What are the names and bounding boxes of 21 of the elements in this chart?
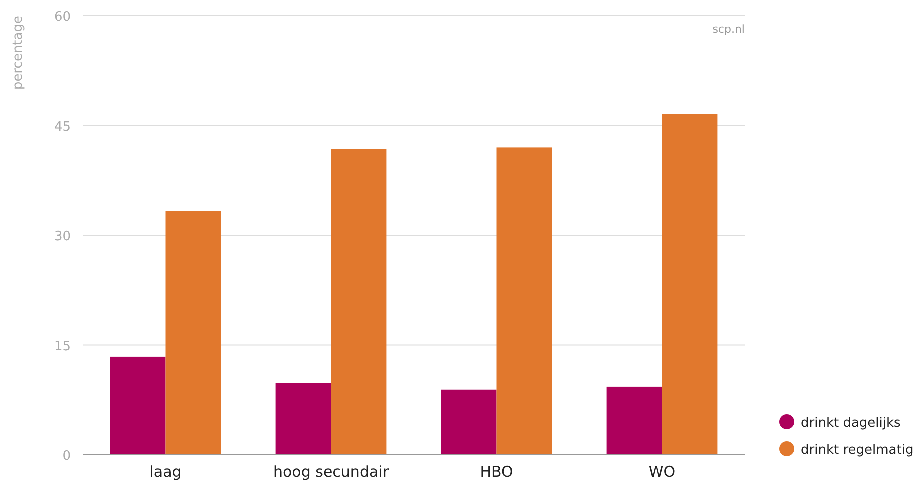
x-tick-label: laag: [150, 463, 182, 481]
bar: [496, 148, 552, 455]
y-tick-label: 0: [62, 449, 71, 464]
bar: [166, 211, 222, 455]
y-tick-label: 45: [54, 120, 71, 135]
legend-label: drinkt regelmatig: [801, 443, 913, 458]
x-tick-label: WO: [648, 463, 676, 481]
annotation: scp.nl: [712, 23, 745, 36]
y-tick-label: 15: [54, 339, 71, 354]
y-axis-title: percentage: [11, 16, 26, 90]
x-tick-label: HBO: [480, 463, 514, 481]
bar: [606, 386, 662, 455]
legend-label: drinkt dagelijks: [801, 416, 902, 431]
bar: [662, 114, 718, 455]
x-tick-label: hoog secundair: [273, 463, 390, 481]
bar: [441, 390, 497, 455]
y-tick-label: 30: [54, 230, 71, 244]
bar: [331, 149, 387, 455]
bar: [276, 383, 332, 455]
y-tick-label: 60: [54, 10, 71, 25]
bar: [110, 356, 166, 455]
